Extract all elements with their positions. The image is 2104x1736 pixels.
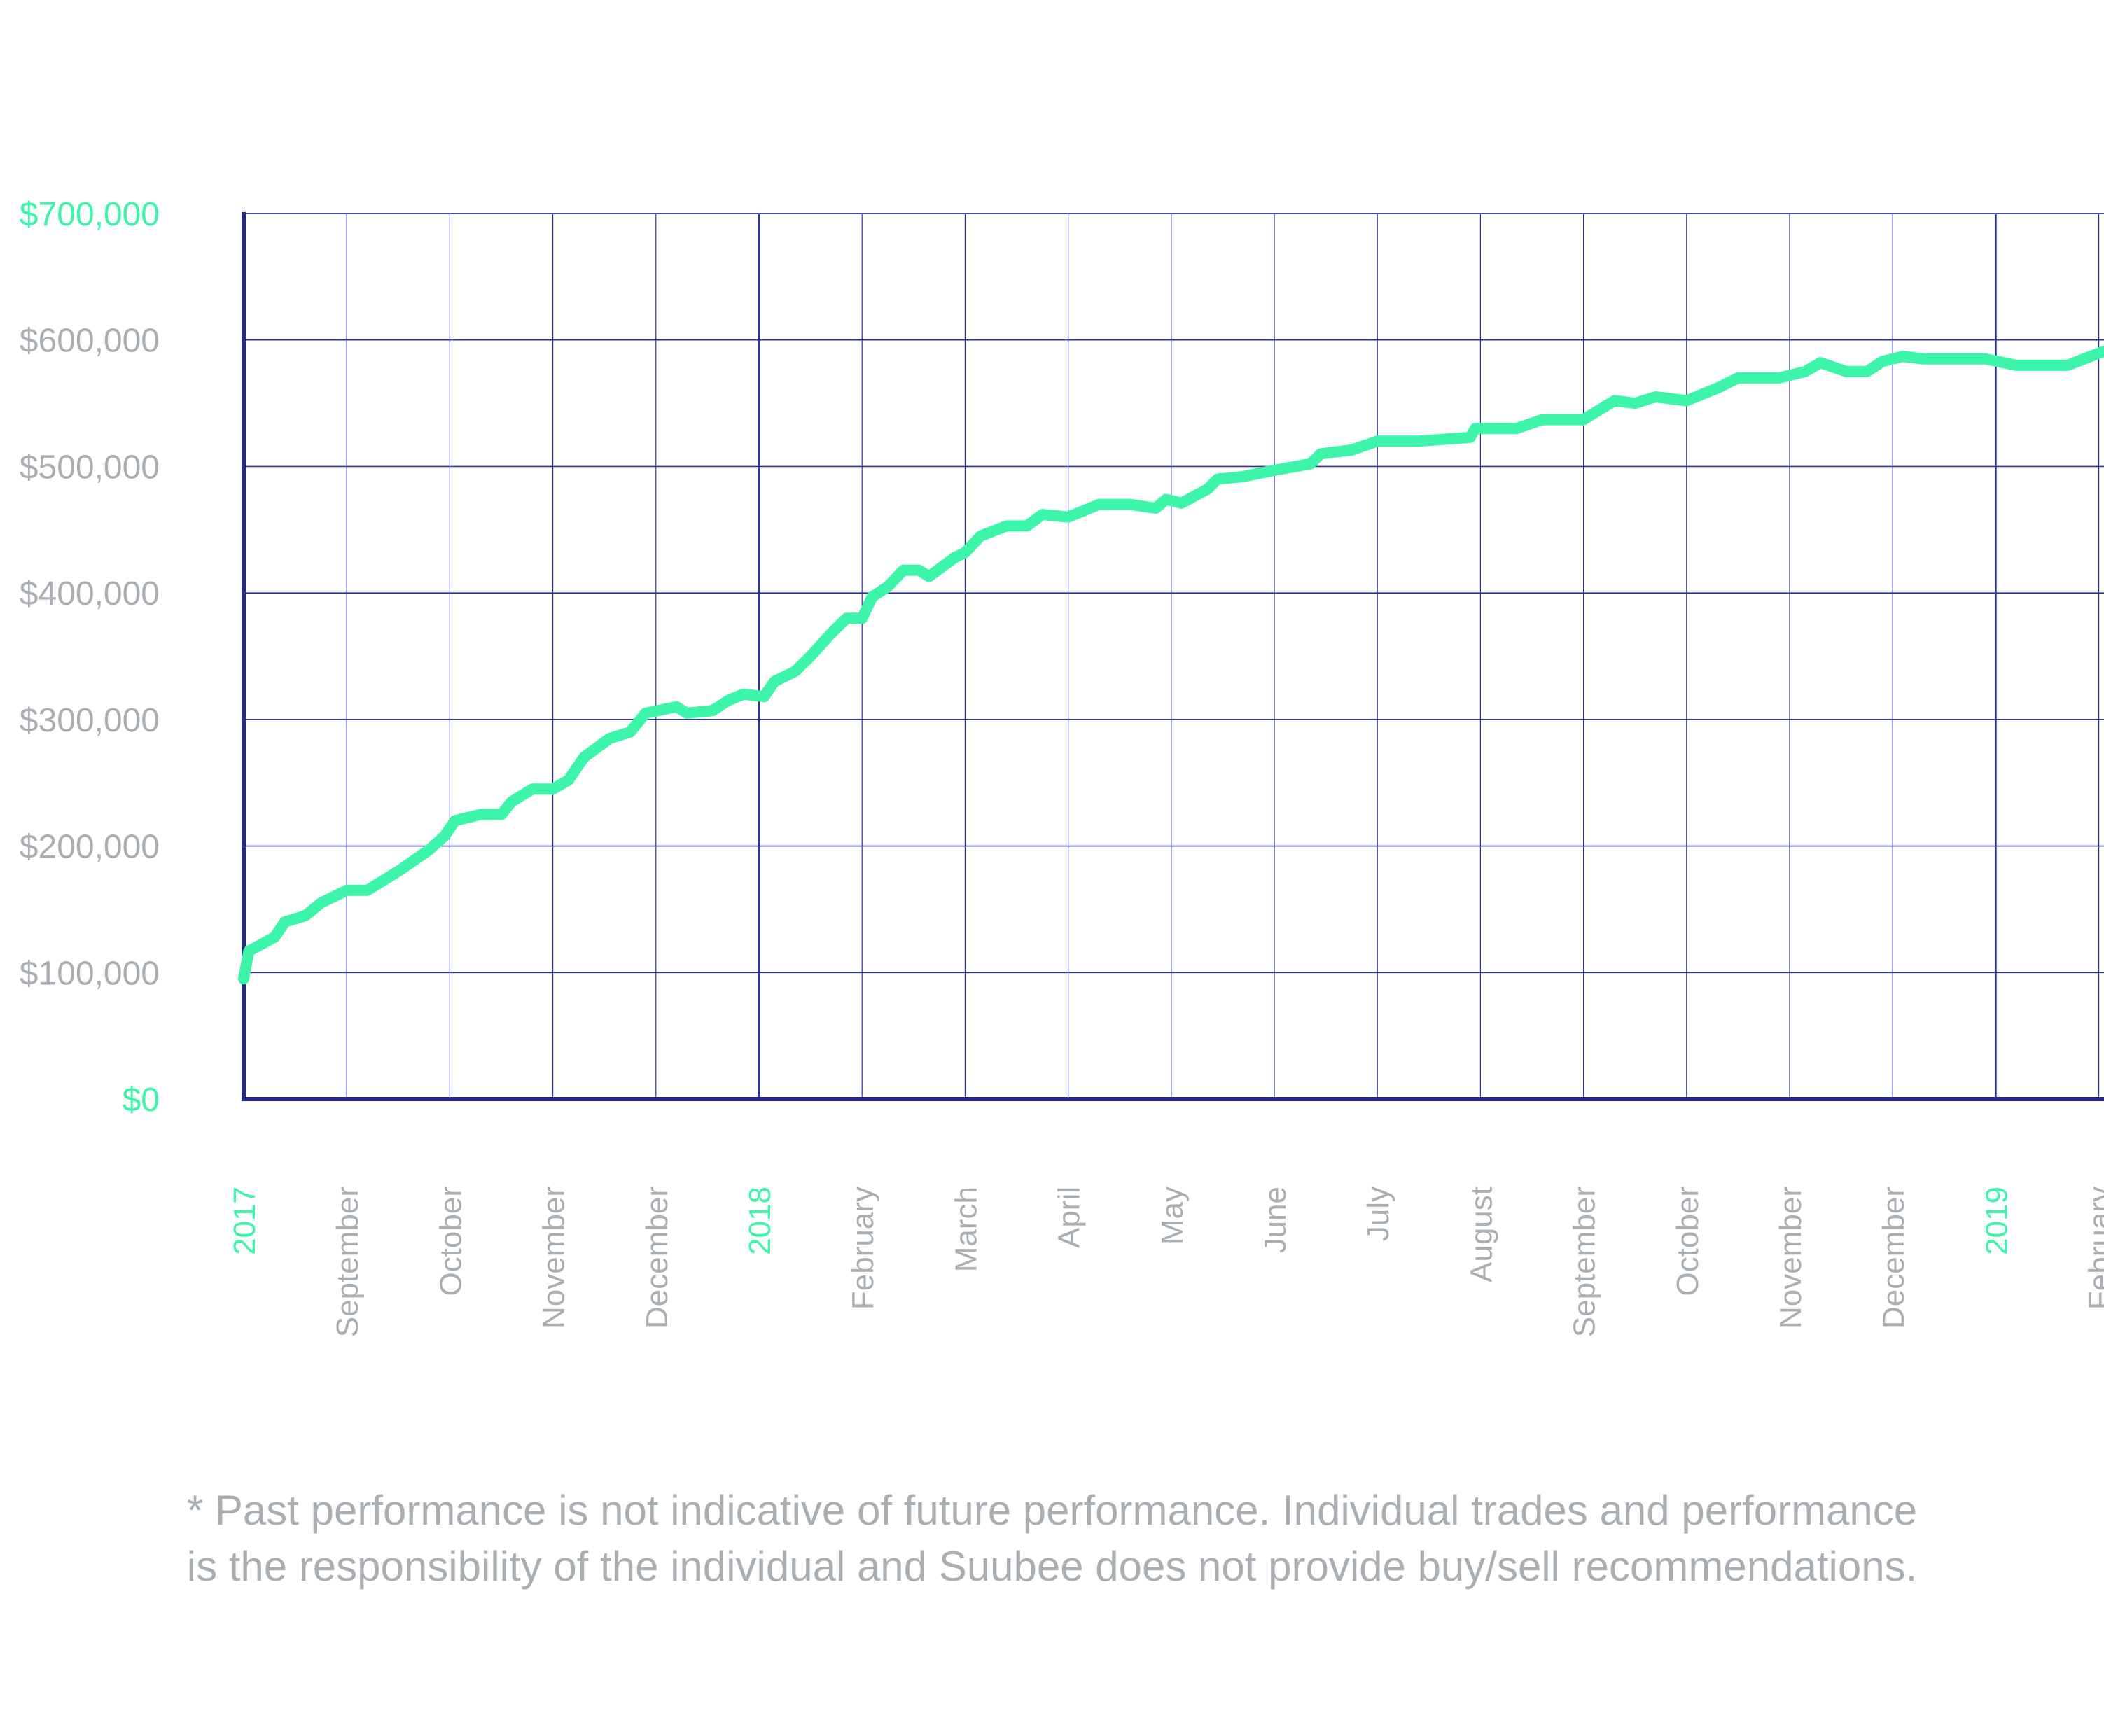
- x-month-label: July: [1361, 1186, 1395, 1241]
- y-tick-label: $500,000: [20, 449, 160, 486]
- x-month-label: February: [846, 1186, 880, 1310]
- x-month-label: September: [330, 1186, 365, 1337]
- chart-grid: [244, 213, 2104, 1099]
- x-month-label: June: [1258, 1186, 1293, 1253]
- y-tick-label: $300,000: [20, 702, 160, 739]
- performance-chart: $0 $100,000 $200,000 $300,000 $400,000 $500,0…: [20, 196, 2104, 1337]
- x-month-label: April: [1052, 1186, 1087, 1248]
- y-tick-label: $100,000: [20, 955, 160, 992]
- disclaimer: * Past performance is not indicative of …: [0, 1483, 2104, 1595]
- x-month-label: December: [640, 1186, 674, 1329]
- disclaimer-line-2: is the responsibility of the individual …: [186, 1543, 1918, 1590]
- x-month-label: November: [1774, 1186, 1808, 1329]
- chart-axes: [242, 212, 2104, 1101]
- y-tick-label: $600,000: [20, 323, 160, 360]
- y-tick-label: $700,000: [20, 196, 160, 233]
- x-month-label: March: [949, 1186, 983, 1272]
- x-month-label: November: [537, 1186, 571, 1329]
- y-tick-label: $200,000: [20, 829, 160, 866]
- x-year-label: 2017: [228, 1186, 262, 1255]
- x-month-label: May: [1155, 1186, 1190, 1245]
- x-month-label: December: [1876, 1186, 1911, 1329]
- x-year-label: 2019: [1979, 1186, 2014, 1255]
- x-month-label: October: [1671, 1186, 1705, 1296]
- x-month-label: September: [1568, 1186, 1602, 1337]
- y-tick-label: $0: [123, 1082, 160, 1119]
- x-month-label: February: [2083, 1186, 2104, 1310]
- portfolio-value-line: [238, 345, 2104, 985]
- x-month-label: October: [433, 1186, 468, 1296]
- chart-series: [238, 345, 2104, 985]
- x-year-label: 2018: [743, 1186, 777, 1255]
- y-tick-label: $400,000: [20, 575, 160, 612]
- disclaimer-line-1: * Past performance is not indicative of …: [186, 1487, 1918, 1534]
- y-axis-ticks: $0 $100,000 $200,000 $300,000 $400,000 $500,0…: [20, 196, 160, 1119]
- x-month-label: August: [1464, 1186, 1498, 1282]
- x-axis-ticks: 2017 September October November December 2018…: [228, 1186, 2104, 1337]
